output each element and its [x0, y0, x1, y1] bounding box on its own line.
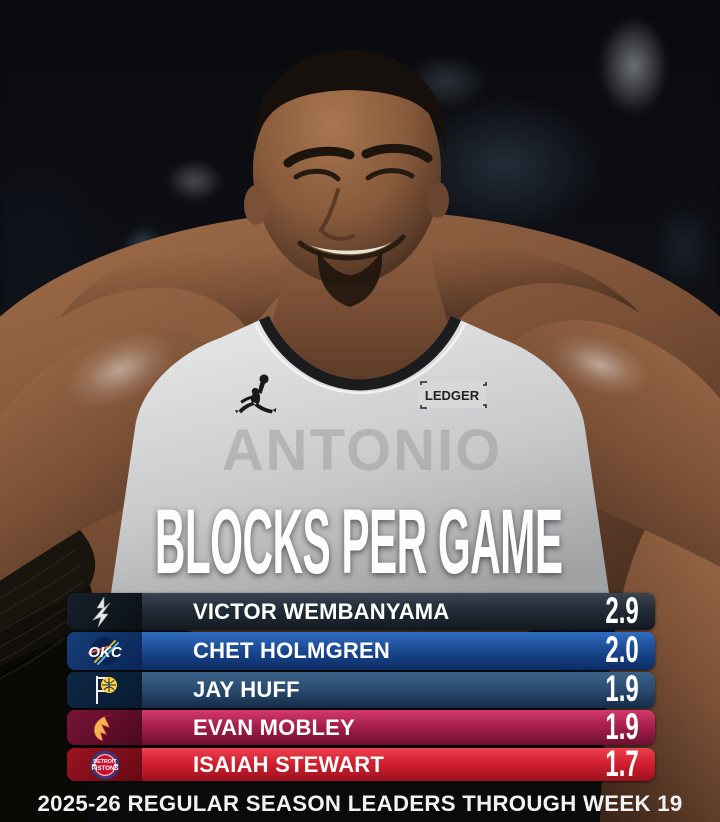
svg-text:ANTONIO: ANTONIO [222, 418, 502, 483]
svg-text:LEDGER: LEDGER [425, 388, 480, 403]
svg-text:PISTONS: PISTONS [91, 765, 118, 772]
svg-text:OKC: OKC [88, 644, 123, 661]
